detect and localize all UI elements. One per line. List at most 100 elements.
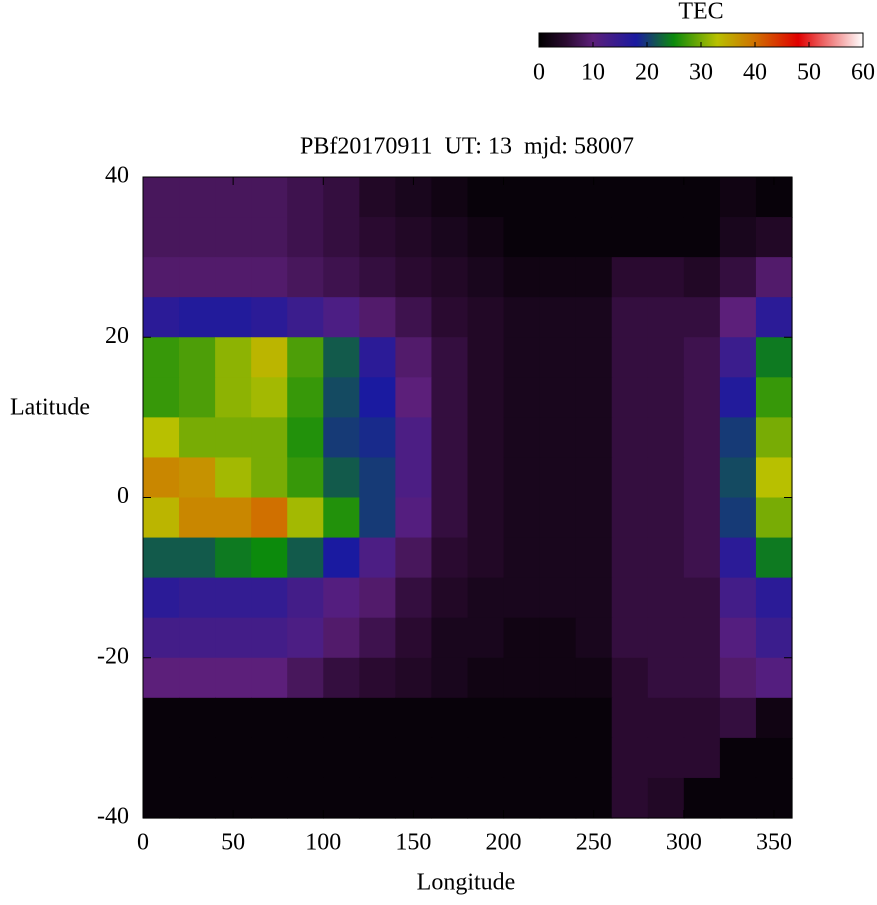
heat-cell [287,337,324,378]
heat-cell [359,377,396,418]
heat-cell [575,737,613,779]
heat-cell [287,777,324,819]
heat-cell [647,377,685,418]
heat-cell [467,217,505,258]
heat-cell [215,337,252,378]
heat-cell [143,457,180,499]
heat-cell [539,537,577,579]
heat-cell [395,217,433,258]
colorbar-label: TEC [678,0,723,25]
heat-cell [467,737,505,779]
heat-cell [719,737,757,779]
heat-cell [719,657,757,699]
heat-cell [179,737,216,779]
heat-cell [467,657,505,699]
heat-cell [683,217,721,258]
heat-cell [611,377,649,418]
heat-cell [323,457,360,499]
heat-cell [611,777,649,819]
heat-cell [539,617,577,659]
heat-cell [647,457,685,499]
heat-cell [539,377,577,418]
heat-cell [395,297,433,338]
heat-cell [215,497,252,539]
colorbar-tick-label: 60 [851,60,875,86]
heat-cell [359,497,396,539]
heat-cell [683,617,721,659]
heat-cell [467,617,505,659]
heat-cell [647,257,685,298]
heat-cell [647,737,685,779]
heat-cell [323,417,360,459]
heat-cell [683,337,721,378]
colorbar-tick-label: 30 [689,60,713,86]
heat-cell [287,657,324,699]
heat-cell [683,537,721,579]
heat-cell [575,657,613,699]
heat-cell [251,297,288,338]
heat-cell [719,297,757,338]
heat-cell [719,337,757,378]
heat-cell [143,657,180,699]
heat-cell [611,337,649,378]
heat-cell [359,697,396,739]
heat-cell [611,297,649,338]
heat-cell [323,657,360,699]
heat-cell [287,537,324,579]
heat-cell [179,617,216,659]
heat-cell [539,457,577,499]
heat-cell [431,177,469,218]
heat-cell [431,657,469,699]
heat-cell [143,177,180,218]
heat-cell [359,337,396,378]
heat-cell [323,257,360,298]
heat-cell [287,177,324,218]
heat-cell [287,577,324,619]
heat-cell [647,177,685,218]
heat-cell [215,617,252,659]
heat-cell [719,497,757,539]
heat-cell [143,417,180,459]
heat-cell [287,217,324,258]
heat-cell [611,497,649,539]
heat-cell [467,417,505,459]
heat-cell [647,577,685,619]
heat-cell [323,377,360,418]
heat-cell [251,337,288,378]
heat-cell [539,217,577,258]
heat-cell [359,777,396,819]
heat-cell [683,497,721,539]
heat-cell [611,417,649,459]
heat-cell [467,537,505,579]
heat-cell [755,257,793,298]
heat-cell [503,337,541,378]
heat-cell [719,577,757,619]
heat-cell [755,417,793,459]
heat-cell [143,297,180,338]
heat-cell [287,297,324,338]
heat-cell [287,497,324,539]
heat-cell [539,257,577,298]
heat-cell [503,177,541,218]
heat-cell [287,257,324,298]
heat-cell [755,337,793,378]
heat-cell [251,657,288,699]
heat-cell [503,417,541,459]
heat-cell [503,777,541,819]
heat-cell [683,417,721,459]
heat-cell [431,737,469,779]
heat-cell [395,617,433,659]
heat-cell [575,537,613,579]
x-tick-label: 50 [221,830,245,856]
heat-cell [755,737,793,779]
heat-cell [143,737,180,779]
heat-cell [539,497,577,539]
heat-cell [143,617,180,659]
heat-cell [251,617,288,659]
heat-cell [431,337,469,378]
heat-cell [179,377,216,418]
heat-cell [215,257,252,298]
heat-cell [503,217,541,258]
colorbar-tick-label: 40 [743,60,767,86]
heat-cell [359,737,396,779]
